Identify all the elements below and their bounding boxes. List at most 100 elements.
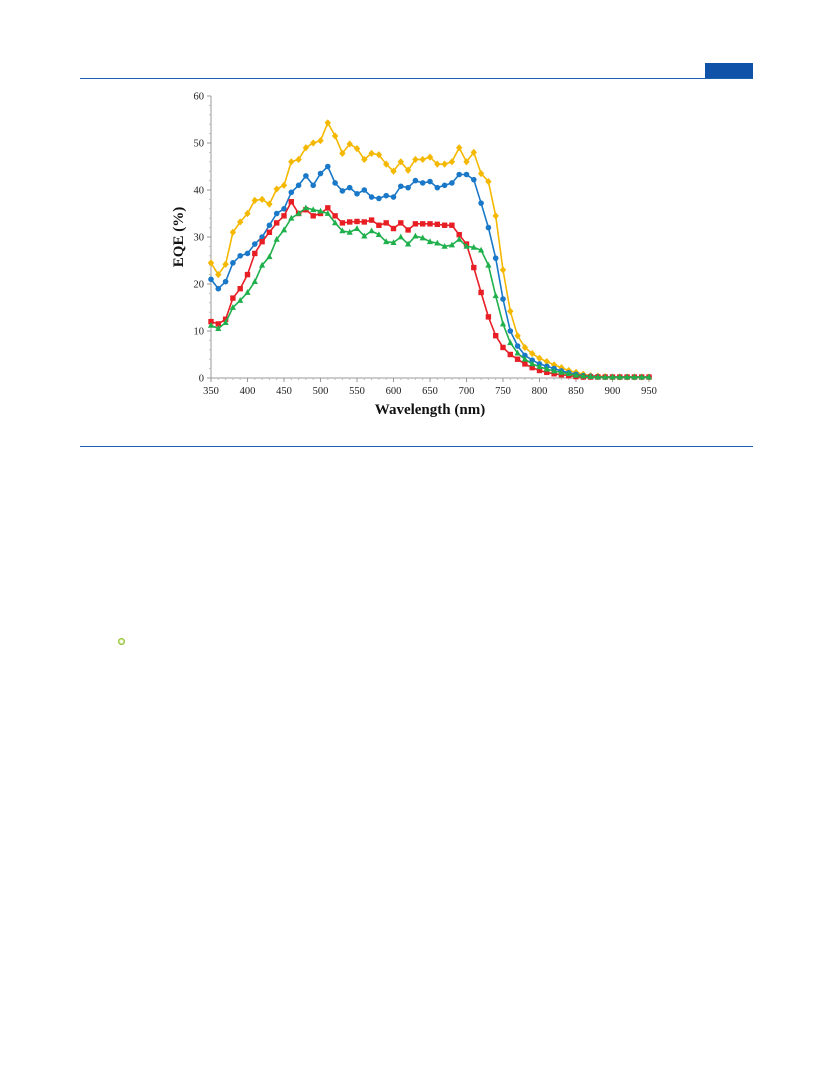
x-tick-label: 550 — [349, 386, 365, 397]
y-tick-label: 0 — [199, 374, 204, 385]
data-point — [478, 246, 485, 253]
data-point — [463, 171, 470, 178]
data-point — [215, 321, 221, 327]
data-point — [302, 144, 310, 152]
data-point — [346, 228, 353, 235]
data-point — [441, 160, 448, 168]
data-point — [405, 227, 411, 233]
data-point — [346, 140, 353, 148]
data-point — [368, 227, 375, 234]
data-point — [383, 238, 390, 245]
data-point — [434, 221, 440, 228]
data-point — [499, 320, 507, 327]
data-point — [273, 210, 280, 217]
data-point — [558, 368, 565, 375]
data-point — [266, 229, 273, 235]
data-point — [383, 220, 389, 226]
data-point — [259, 261, 266, 268]
data-point — [521, 343, 529, 352]
data-point — [514, 332, 521, 340]
y-tick-label: 20 — [194, 280, 205, 291]
data-point — [361, 187, 368, 193]
data-point — [288, 214, 295, 221]
data-point — [493, 333, 499, 339]
data-point — [551, 371, 557, 377]
x-tick-label: 350 — [203, 386, 219, 397]
data-point — [252, 241, 258, 247]
data-point — [441, 182, 448, 189]
x-tick-label: 850 — [568, 386, 584, 397]
data-point — [361, 232, 368, 239]
bullet-icon — [118, 638, 125, 645]
data-point — [376, 195, 382, 202]
x-tick-label: 450 — [276, 386, 292, 397]
data-point — [521, 355, 528, 362]
data-point — [565, 370, 572, 377]
data-point — [543, 365, 550, 372]
data-point — [536, 354, 543, 362]
data-point — [339, 149, 346, 157]
data-point — [471, 176, 477, 183]
data-point — [456, 171, 463, 178]
data-point — [302, 204, 309, 211]
data-point — [215, 325, 222, 332]
data-point — [456, 231, 462, 238]
data-point — [514, 356, 521, 362]
x-tick-label: 400 — [240, 386, 256, 397]
data-point — [281, 206, 287, 212]
series-line — [210, 165, 649, 378]
series-square — [208, 199, 652, 380]
y-tick-label: 50 — [194, 139, 205, 150]
data-point — [222, 260, 229, 268]
data-point — [383, 192, 390, 199]
data-point — [434, 160, 441, 168]
data-point — [266, 222, 273, 229]
data-point — [215, 271, 222, 279]
data-point — [229, 304, 236, 310]
data-point — [470, 148, 477, 156]
data-point — [441, 222, 448, 228]
data-point — [346, 184, 353, 191]
data-point — [522, 361, 528, 367]
data-point — [324, 119, 331, 127]
data-point — [463, 243, 470, 249]
data-point — [251, 278, 258, 285]
data-point — [624, 373, 631, 380]
x-tick-label: 700 — [459, 386, 475, 397]
data-point — [587, 373, 594, 379]
data-point — [295, 182, 302, 189]
data-point — [405, 184, 411, 191]
data-point — [317, 207, 324, 214]
data-point — [448, 158, 456, 166]
data-point — [550, 361, 558, 369]
y-tick-label: 40 — [194, 186, 205, 197]
data-point — [339, 220, 346, 226]
data-point — [317, 170, 324, 177]
data-point — [310, 139, 317, 147]
data-point — [645, 373, 653, 380]
data-point — [280, 181, 288, 189]
data-point — [507, 351, 513, 358]
data-point — [273, 235, 280, 242]
data-point — [230, 260, 236, 266]
data-point — [412, 221, 419, 227]
x-tick-label: 600 — [386, 386, 402, 397]
data-point — [354, 190, 360, 197]
data-point — [404, 166, 412, 174]
data-point — [514, 349, 521, 356]
series-line — [210, 120, 649, 378]
y-tick-label: 30 — [194, 233, 205, 244]
data-point — [332, 219, 339, 226]
data-point — [310, 213, 316, 219]
data-point — [500, 344, 506, 351]
x-tick-label: 650 — [422, 386, 438, 397]
data-point — [390, 225, 397, 232]
data-point — [244, 289, 251, 295]
data-point — [266, 200, 273, 208]
data-point — [215, 285, 222, 292]
data-point — [354, 218, 360, 225]
data-point — [310, 206, 317, 213]
data-point — [288, 199, 294, 205]
data-point — [492, 255, 499, 261]
data-point — [244, 271, 251, 278]
